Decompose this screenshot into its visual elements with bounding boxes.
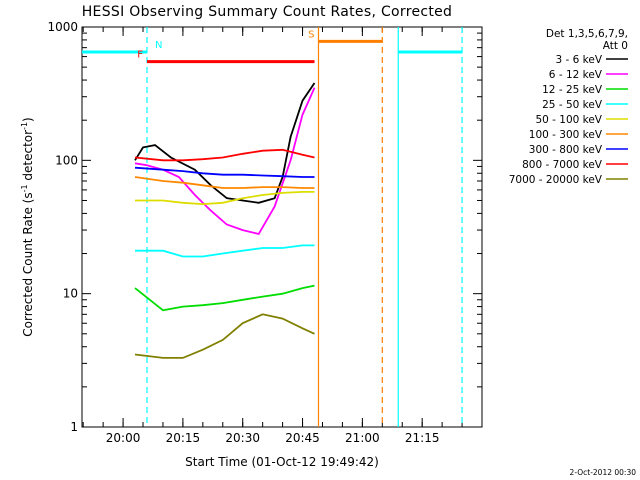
footer-timestamp: 2-Oct-2012 00:30 [570, 468, 637, 477]
flag-label: S [308, 29, 314, 40]
y-axis-title-part-1: Corrected Count Rate (s [21, 192, 35, 336]
series-line [134, 148, 315, 162]
series-line [134, 82, 316, 204]
plot-area [81, 26, 483, 428]
y-axis-title-exp-2: -1 [20, 122, 29, 130]
series-line [134, 176, 315, 189]
flag-label: F [137, 50, 143, 61]
y-axis-label: Corrected Count Rate (s-1 detector-1) [20, 117, 35, 336]
x-tick-label: 20:00 [106, 431, 141, 445]
y-axis-title-part-2: detector [21, 130, 35, 185]
legend-header-line-1: Det 1,3,5,6,7,9, [546, 28, 628, 40]
plot-frame [81, 26, 483, 428]
legend-entry-label: 300 - 800 keV [529, 144, 603, 156]
x-tick-label: 21:15 [405, 431, 440, 445]
series-line [135, 190, 315, 206]
legend-entry-label: 7000 - 20000 keV [509, 174, 603, 186]
legend-entry-label: 12 - 25 keV [542, 84, 603, 96]
series-line [134, 313, 315, 359]
legend-entry-label: 3 - 6 keV [555, 54, 602, 66]
legend-entry-label: 50 - 100 keV [535, 114, 602, 126]
y-tick-label: 100 [55, 153, 78, 167]
y-axis-title: Corrected Count Rate (s-1 detector-1) [20, 117, 35, 336]
y-axis-title-exp-1: -1 [20, 184, 29, 192]
x-axis-title: Start Time (01-Oct-12 19:49:42) [185, 455, 379, 469]
legend-entry-label: 6 - 12 keV [549, 69, 603, 81]
y-tick-label: 1000 [47, 20, 78, 34]
legend: Det 1,3,5,6,7,9, Att 0 3 - 6 keV 6 - 12 k… [509, 28, 628, 186]
x-tick-label: 20:30 [225, 431, 260, 445]
x-tick-label: 21:00 [345, 431, 380, 445]
chart-title: HESSI Observing Summary Count Rates, Cor… [82, 4, 453, 20]
x-tick-label: 20:15 [166, 431, 201, 445]
series-line [134, 284, 315, 312]
y-tick-label: 1 [70, 420, 78, 434]
y-tick-label: 10 [63, 287, 78, 301]
legend-entry-label: 800 - 7000 keV [522, 159, 603, 171]
x-tick-label: 20:45 [285, 431, 320, 445]
series-line [134, 166, 315, 178]
legend-entry-label: 25 - 50 keV [542, 99, 603, 111]
legend-entry-label: 100 - 300 keV [529, 129, 603, 141]
y-axis-title-part-3: ) [21, 117, 35, 122]
flag-label: N [155, 40, 162, 51]
series-line [135, 244, 315, 258]
legend-header-line-2: Att 0 [603, 40, 628, 52]
